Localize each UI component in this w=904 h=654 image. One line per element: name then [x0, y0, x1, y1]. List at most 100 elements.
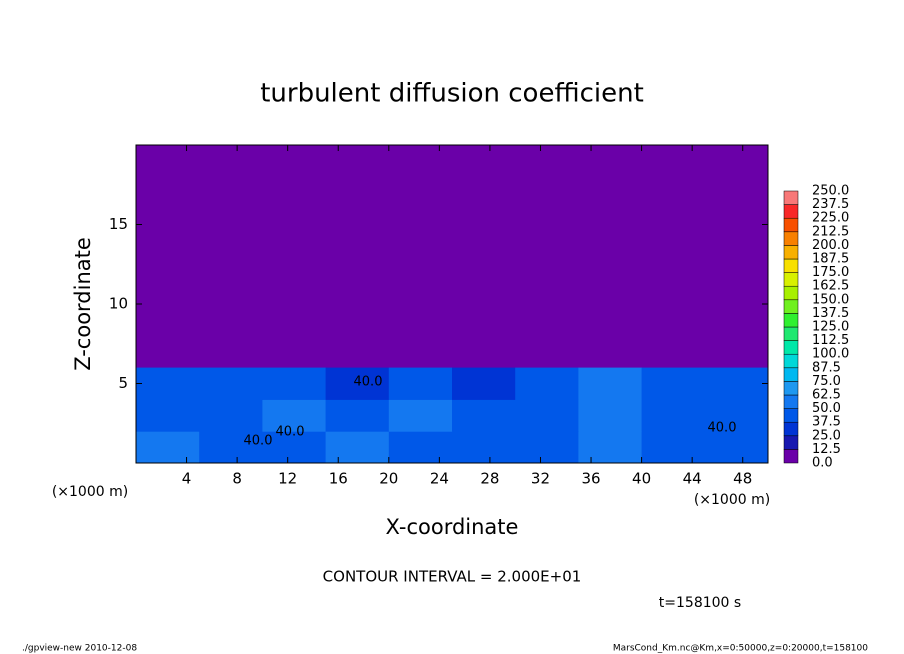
field-cell	[704, 367, 769, 400]
colorbar-label: 12.5	[812, 442, 841, 457]
x-tick-label: 48	[733, 470, 752, 488]
colorbar-segment	[783, 421, 799, 437]
footer: MarsCond_Km.nc@Km,x=0:50000,z=0:20000,t=…	[613, 644, 868, 654]
colorbar-segment	[783, 449, 799, 464]
x-tick-label: 28	[480, 470, 499, 488]
colorbar-label: 212.5	[812, 224, 849, 239]
field-cell	[388, 431, 453, 464]
field-cell	[515, 431, 579, 464]
colorbar-segment	[783, 299, 799, 314]
colorbar-segment	[783, 326, 799, 341]
x-tick-label: 8	[232, 470, 242, 488]
y-axis-label: Z-coordinate	[71, 237, 95, 371]
x-tick-label: 40	[632, 470, 651, 488]
colorbar-label: 225.0	[812, 211, 849, 226]
colorbar-label: 50.0	[812, 401, 841, 416]
colorbar-label: 62.5	[812, 388, 841, 403]
colorbar-label: 250.0	[812, 184, 849, 199]
x-unit-label: (×1000 m)	[694, 492, 770, 508]
field-cell	[515, 399, 579, 432]
x-tick-label: 36	[581, 470, 600, 488]
colorbar-label: 37.5	[812, 415, 841, 430]
field-cell	[578, 399, 643, 432]
field-cell	[641, 367, 706, 400]
colorbar-segment	[783, 381, 799, 396]
colorbar-segment	[783, 435, 799, 450]
x-tick-label: 24	[430, 470, 449, 488]
x-unit-label: (×1000 m)	[52, 484, 128, 500]
contour-label: 40.0	[244, 434, 273, 449]
field-cell	[325, 367, 390, 400]
field-cell	[704, 399, 769, 432]
field-cell	[199, 399, 263, 432]
field-cell	[262, 367, 327, 400]
colorbar-label: 187.5	[812, 252, 849, 267]
x-axis-label: X-coordinate	[386, 515, 519, 539]
field-cell	[452, 399, 516, 432]
x-tick-label: 16	[329, 470, 348, 488]
y-tick-label: 15	[109, 215, 128, 233]
field-cell	[262, 431, 327, 464]
colorbar-label: 162.5	[812, 279, 849, 294]
time-label: t=158100 s	[659, 595, 741, 611]
field-cell	[578, 367, 643, 400]
field-cell	[388, 367, 453, 400]
field-cell	[452, 431, 516, 464]
colorbar-segment	[783, 408, 799, 423]
field-cell	[136, 399, 200, 432]
field-cell	[515, 367, 579, 400]
field-cell	[199, 367, 263, 400]
contour-interval: CONTOUR INTERVAL = 2.000E+01	[323, 568, 582, 586]
colorbar-segment	[783, 340, 799, 355]
colorbar-label: 237.5	[812, 197, 849, 212]
colorbar-label: 150.0	[812, 292, 849, 307]
colorbar-segment	[783, 204, 799, 219]
field-cell	[388, 399, 453, 432]
y-tick-label: 5	[118, 374, 128, 392]
field-cell	[262, 399, 327, 432]
colorbar-label: 75.0	[812, 374, 841, 389]
x-tick-label: 32	[531, 470, 550, 488]
colorbar-label: 112.5	[812, 333, 849, 348]
colorbar-segment	[783, 367, 799, 382]
colorbar-label: 100.0	[812, 347, 849, 362]
x-tick-label: 20	[379, 470, 398, 488]
field-cell	[325, 431, 390, 464]
colorbar-label: 87.5	[812, 360, 841, 375]
field-cell	[136, 431, 200, 464]
colorbar-segment	[783, 394, 799, 409]
colorbar-label: 0.0	[812, 456, 833, 471]
field-cell	[704, 431, 769, 464]
colorbar-label: 25.0	[812, 428, 841, 443]
contour-label: 40.0	[354, 375, 383, 390]
colorbar-segment	[783, 272, 799, 287]
colorbar-segment	[783, 258, 799, 273]
footer: ./gpview-new 2010-12-08	[22, 644, 137, 654]
colorbar-label: 200.0	[812, 238, 849, 253]
field-cell	[199, 431, 263, 464]
x-tick-label: 44	[683, 470, 702, 488]
colorbar-segment	[783, 190, 799, 205]
colorbar-label: 137.5	[812, 306, 849, 321]
colorbar-segment	[783, 313, 799, 328]
field-cell	[578, 431, 643, 464]
colorbar-segment	[783, 245, 799, 260]
colorbar-label: 125.0	[812, 320, 849, 335]
colorbar-label: 175.0	[812, 265, 849, 280]
chart-title: turbulent diffusion coefficient	[260, 79, 644, 109]
field-cell	[325, 399, 390, 432]
colorbar-segment	[783, 217, 799, 233]
field-cell	[136, 367, 200, 400]
field-cell	[452, 367, 516, 400]
colorbar-segment	[783, 285, 799, 301]
colorbar-segment	[783, 353, 799, 369]
y-tick-label: 10	[109, 295, 128, 313]
contour-label: 40.0	[708, 421, 737, 436]
field-cell	[641, 431, 706, 464]
colorbar-segment	[783, 231, 799, 246]
field-cell	[641, 399, 706, 432]
x-tick-label: 4	[182, 470, 192, 488]
contour-label: 40.0	[276, 425, 305, 440]
x-tick-label: 12	[278, 470, 297, 488]
